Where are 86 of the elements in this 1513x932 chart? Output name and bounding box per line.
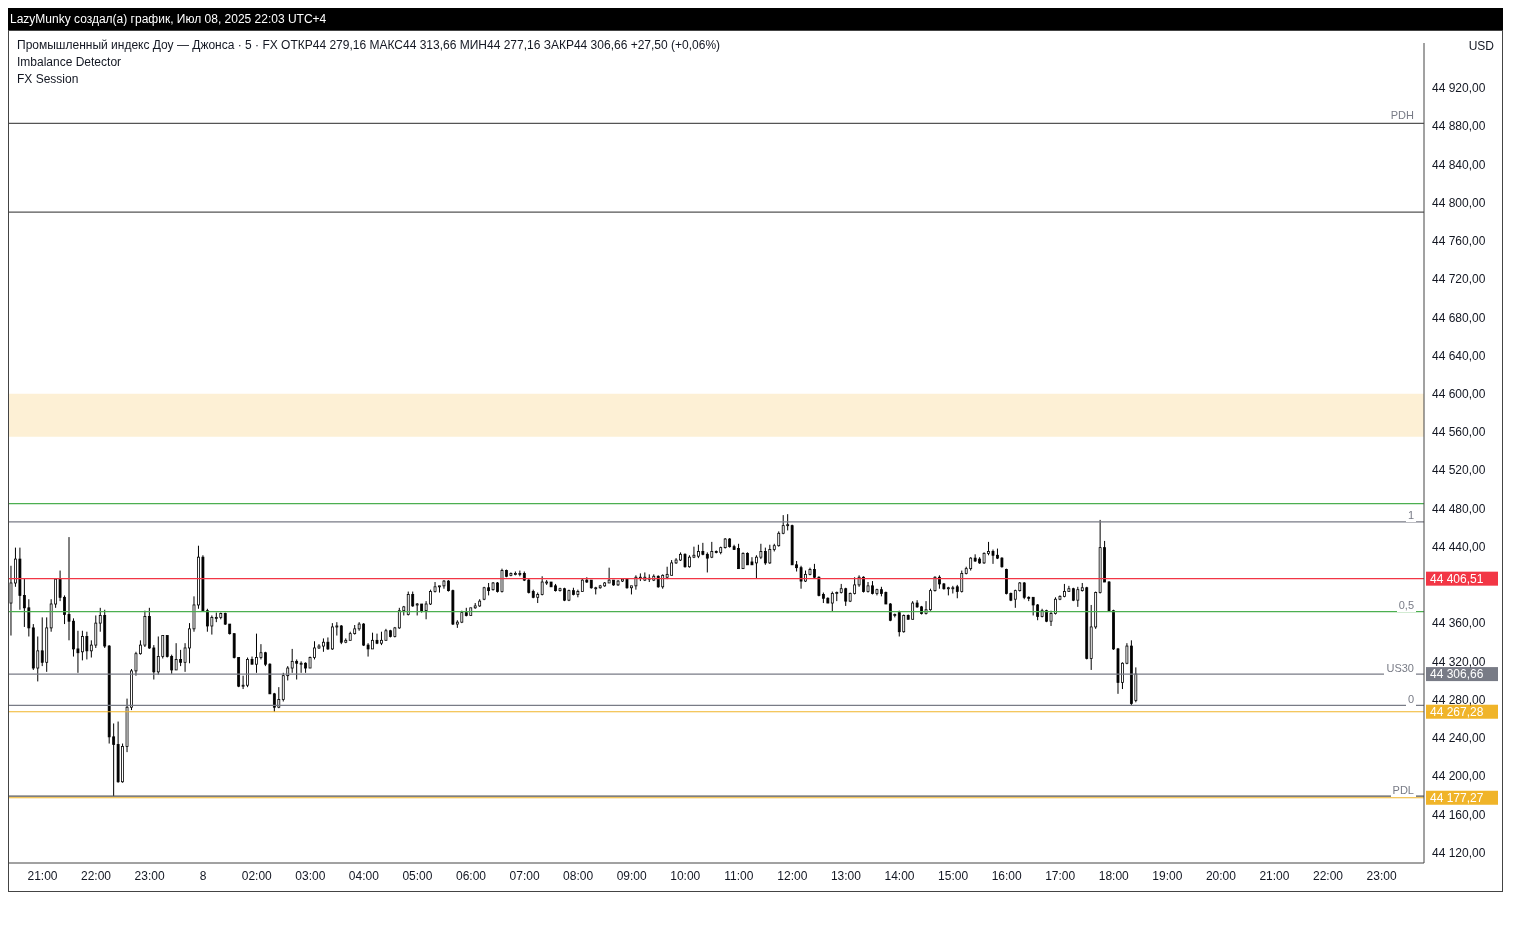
candlestick: [500, 568, 504, 594]
candlestick: [1076, 586, 1080, 608]
x-tick-label: 03:00: [295, 868, 326, 883]
candlestick: [210, 614, 214, 636]
y-axis-title: USD: [1468, 39, 1494, 53]
y-tick-label: 44 280,00: [1432, 692, 1486, 707]
annotation: Imbalance Detector: [17, 54, 123, 71]
x-tick-label: 22:00: [1313, 868, 1344, 883]
annotation: US30: [1384, 660, 1416, 675]
candlestick: [830, 591, 834, 613]
x-tick-label: 19:00: [1152, 868, 1183, 883]
candlestick: [897, 610, 901, 637]
y-tick-label: 44 120,00: [1432, 845, 1486, 860]
y-tick-label: 44 840,00: [1432, 157, 1486, 172]
x-tick-label: 23:00: [134, 868, 165, 883]
annotation: 0: [1405, 691, 1416, 706]
x-tick-label: 21:00: [1259, 868, 1290, 883]
candlestick: [1031, 596, 1035, 616]
ref-line-label: 44 267,28: [1430, 704, 1484, 719]
y-tick-label: 44 160,00: [1432, 807, 1486, 822]
candlestick: [330, 622, 334, 651]
y-tick-label: 44 600,00: [1432, 387, 1486, 402]
x-tick-label: 20:00: [1205, 868, 1237, 883]
y-tick-label: 44 640,00: [1432, 348, 1486, 363]
x-tick-label: 13:00: [830, 868, 862, 883]
candlestick: [85, 631, 89, 660]
annotation: 1: [1405, 507, 1416, 522]
x-tick-label: 22:00: [81, 868, 112, 883]
candlestick: [174, 642, 178, 671]
x-tick-label: 09:00: [616, 868, 648, 883]
chart-subtitle: LazyMunky создал(а) график, Июл 08, 2025 22:03 UTC+4: [8, 8, 1503, 30]
x-tick-label: 12:00: [777, 868, 808, 883]
ref-line-label: 44 306,66: [1430, 667, 1484, 682]
x-tick-label: 23:00: [1366, 868, 1397, 883]
x-tick-label: 06:00: [455, 868, 487, 883]
y-tick-label: 44 440,00: [1432, 539, 1486, 554]
candlestick: [295, 658, 299, 680]
ref-line-label: 44 406,51: [1430, 571, 1484, 586]
x-tick-label: 08:00: [563, 868, 594, 883]
candlestick: [27, 598, 31, 637]
candlestick: [768, 544, 772, 565]
candlestick: [750, 556, 754, 566]
x-tick-label: 14:00: [884, 868, 915, 883]
chart-title: Промышленный индекс Доу — Джонса · 5 · FX ОТКР44 279,16 МАКС44 313,66 МИН44 277,16 ЗАКР44 306,66 +27,50 (+0,06%): [17, 37, 721, 54]
x-tick-label: 02:00: [241, 868, 273, 883]
candlestick: [94, 614, 98, 649]
y-tick-label: 44 680,00: [1432, 310, 1486, 325]
annotation: PDH: [1388, 108, 1416, 123]
candlestick: [299, 660, 303, 674]
x-tick-label: 21:00: [27, 868, 58, 883]
candlestick: [607, 567, 611, 584]
candlestick: [339, 624, 343, 645]
y-tick-label: 44 720,00: [1432, 272, 1486, 287]
x-tick-label: 17:00: [1045, 868, 1076, 883]
x-tick-label: 04:00: [348, 868, 380, 883]
y-tick-label: 44 200,00: [1432, 769, 1486, 784]
x-tick-label: 15:00: [938, 868, 969, 883]
annotation: 0,5: [1396, 598, 1416, 613]
y-tick-label: 44 760,00: [1432, 234, 1486, 249]
y-tick-label: 44 240,00: [1432, 731, 1486, 746]
annotation: PDL: [1390, 782, 1416, 797]
ref-line-label: 44 177,27: [1430, 790, 1484, 805]
candlestick: [759, 543, 763, 560]
x-tick-label: 07:00: [509, 868, 540, 883]
x-tick-label: 10:00: [670, 868, 701, 883]
candlestick: [290, 648, 294, 674]
candlestick: [799, 565, 803, 590]
y-tick-label: 44 360,00: [1432, 616, 1486, 631]
y-tick-label: 44 560,00: [1432, 425, 1486, 440]
y-tick-label: 44 920,00: [1432, 81, 1486, 96]
x-tick-label: 05:00: [402, 868, 433, 883]
y-tick-label: 44 800,00: [1432, 195, 1486, 210]
x-tick-label: 11:00: [724, 868, 754, 883]
x-tick-label: 8: [199, 868, 207, 883]
y-tick-label: 44 520,00: [1432, 463, 1486, 478]
y-tick-label: 44 320,00: [1432, 654, 1486, 669]
candlestick: [705, 551, 709, 573]
y-tick-label: 44 880,00: [1432, 119, 1486, 134]
x-tick-label: 18:00: [1098, 868, 1130, 883]
annotation: FX Session: [17, 71, 80, 88]
x-tick-label: 16:00: [991, 868, 1022, 883]
y-tick-label: 44 480,00: [1432, 501, 1486, 516]
candlestick: [156, 636, 160, 676]
candlestick: [991, 549, 995, 565]
candlestick: [701, 542, 705, 556]
candlestick: [40, 616, 44, 667]
